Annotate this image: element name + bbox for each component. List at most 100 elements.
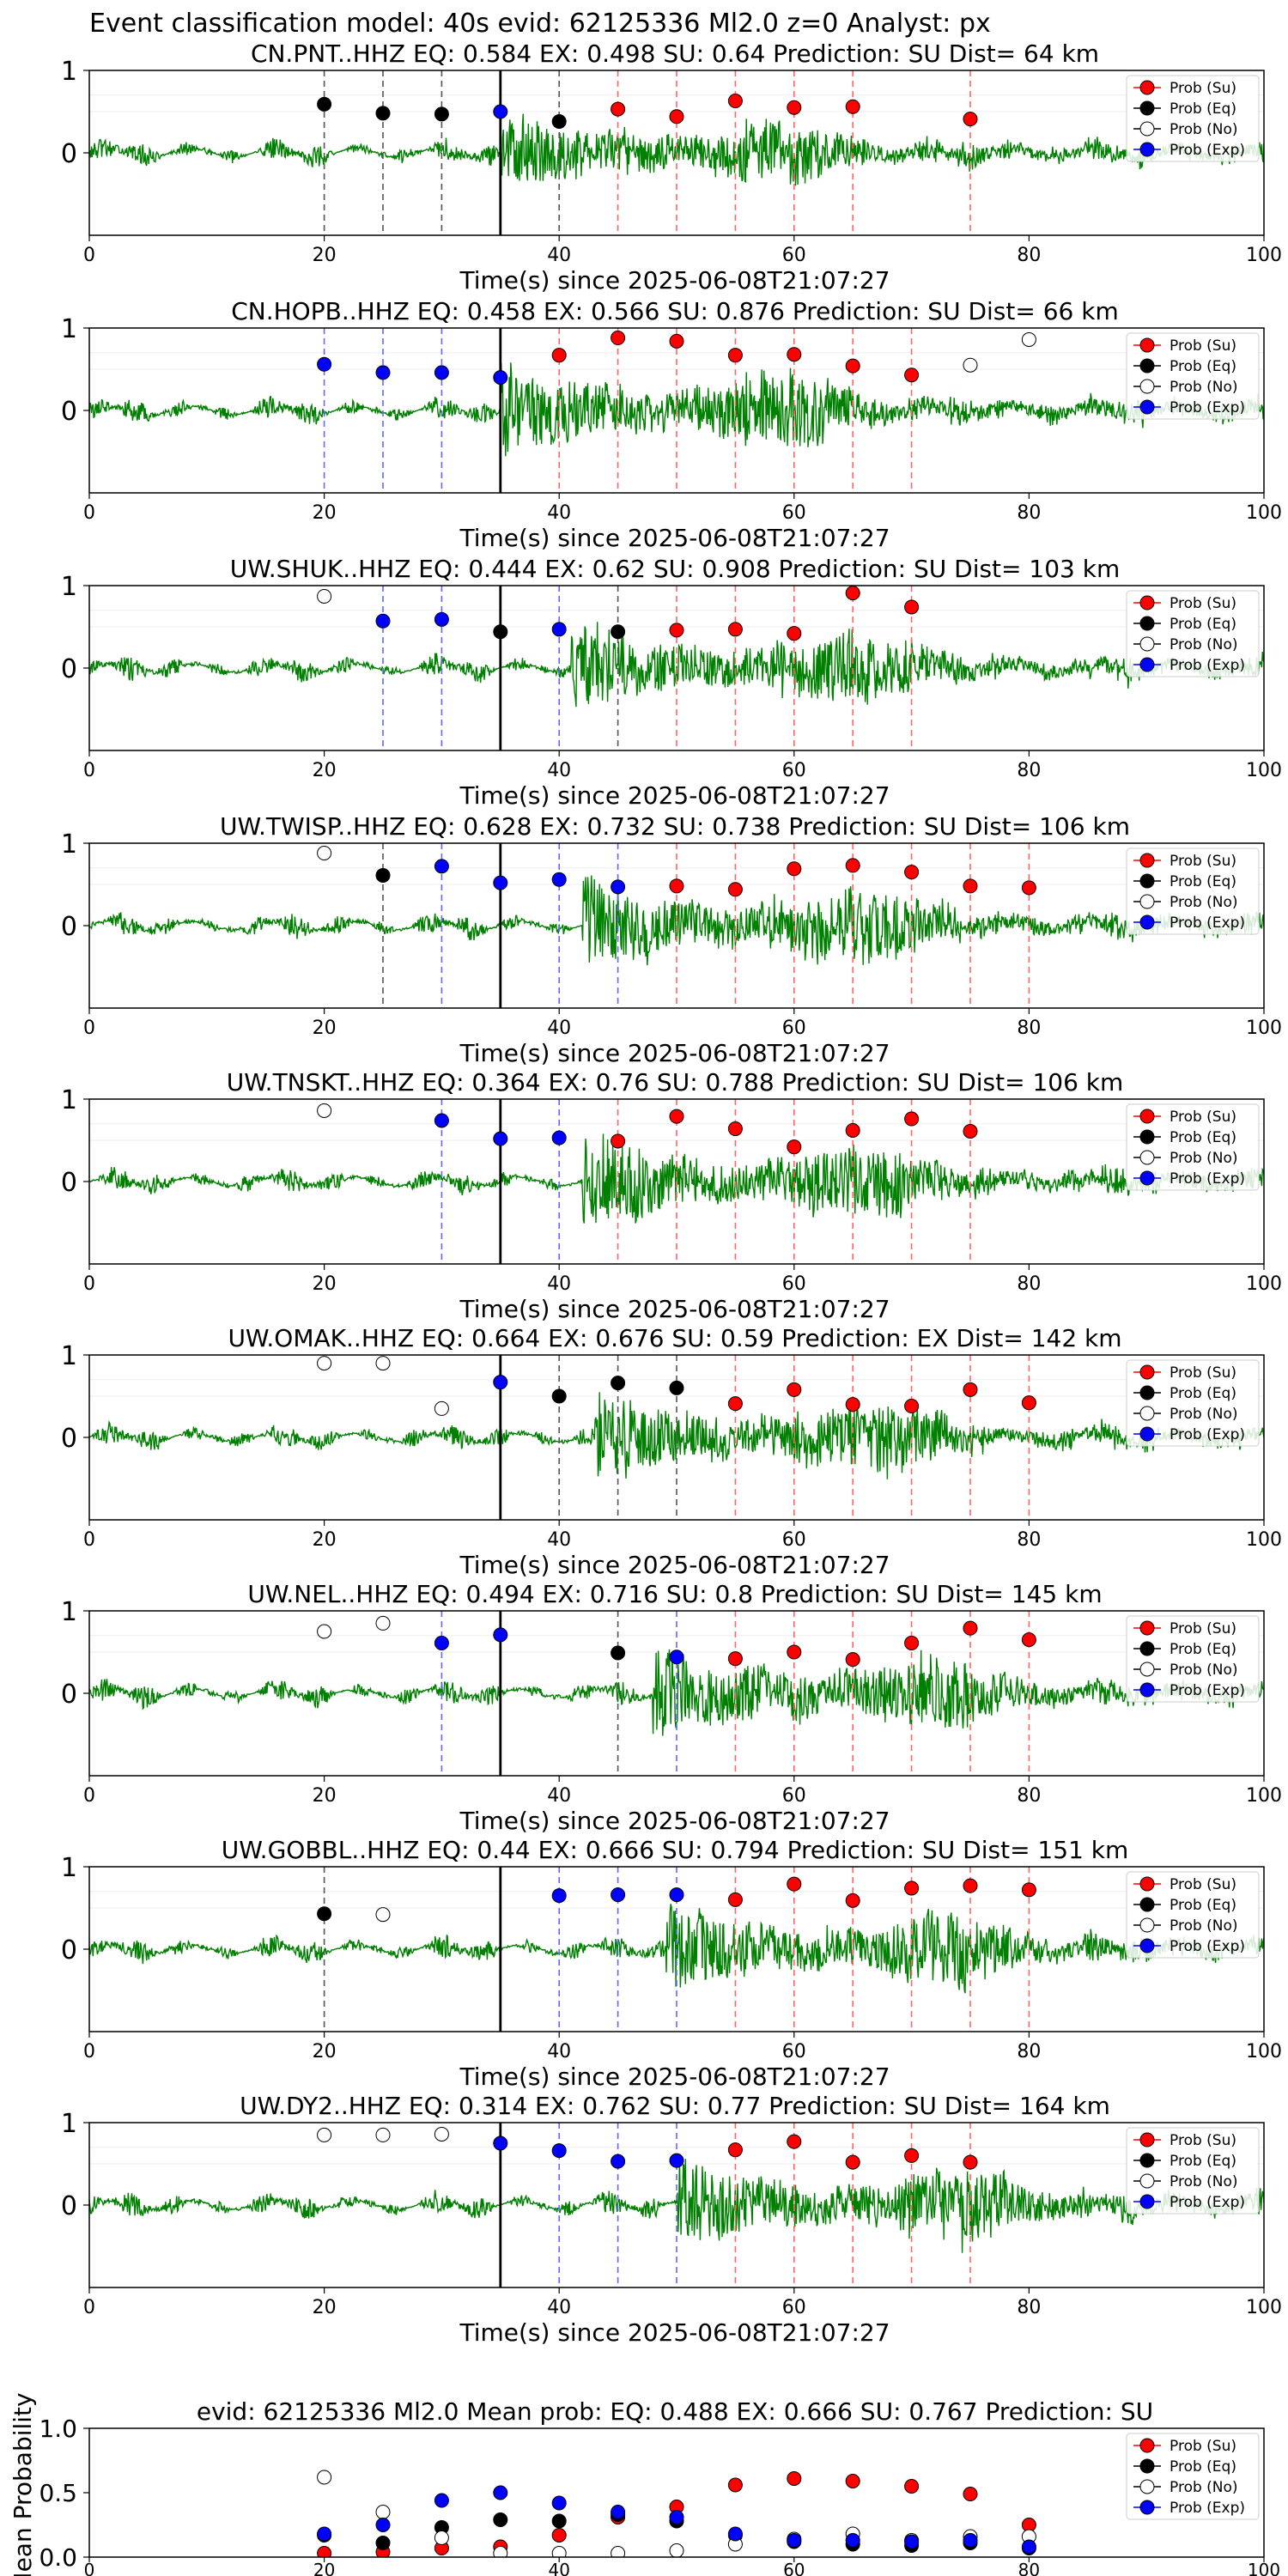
prob-point-exp: [434, 365, 449, 380]
x-tick-label: 80: [1017, 1529, 1041, 1551]
prob-point-su: [669, 109, 684, 125]
x-tick-label: 20: [313, 502, 337, 524]
legend-marker-su: [1139, 337, 1155, 353]
x-tick-label: 40: [547, 1018, 571, 1039]
y-tick-label: 0.0: [39, 2543, 77, 2572]
panel-title: UW.DY2..HHZ EQ: 0.314 EX: 0.762 SU: 0.77…: [240, 2092, 1110, 2120]
prob-point-su: [727, 1121, 743, 1137]
y-tick-label: 0.5: [39, 2479, 77, 2507]
prob-point-no: [317, 1103, 332, 1118]
legend-label-no: Prob (No): [1170, 2173, 1238, 2190]
prob-point-no: [317, 1356, 332, 1371]
legend-label-exp: Prob (Exp): [1170, 1938, 1245, 1955]
prob-point-eq: [317, 1906, 332, 1922]
y-tick-label: 1: [61, 2109, 77, 2139]
mean-point-exp: [787, 2533, 802, 2548]
panel-1: CN.PNT..HHZ EQ: 0.584 EX: 0.498 SU: 0.64…: [61, 39, 1282, 295]
x-tick-label: 60: [782, 1018, 806, 1039]
legend-label-exp: Prob (Exp): [1170, 914, 1245, 932]
panel-title: UW.GOBBL..HHZ EQ: 0.44 EX: 0.666 SU: 0.7…: [222, 1836, 1129, 1864]
prob-point-su: [1021, 1632, 1036, 1648]
prob-point-su: [787, 347, 802, 362]
prob-point-exp: [434, 1635, 449, 1650]
y-axis-label: Mean Probability: [9, 2392, 37, 2576]
legend-label-no: Prob (No): [1170, 1662, 1238, 1679]
prob-point-eq: [375, 867, 391, 883]
prob-point-exp: [551, 1888, 567, 1904]
prob-point-su: [845, 1122, 860, 1138]
legend-marker-exp: [1139, 1938, 1155, 1953]
x-tick-label: 80: [1017, 2041, 1041, 2063]
x-tick-label: 20: [313, 1273, 337, 1295]
prob-point-su: [727, 1892, 743, 1907]
prob-point-su: [904, 599, 920, 615]
legend-label-su: Prob (Su): [1170, 1109, 1236, 1126]
legend-label-eq: Prob (Eq): [1170, 1129, 1236, 1146]
prob-point-su: [727, 1396, 743, 1412]
legend-label-eq: Prob (Eq): [1170, 873, 1236, 890]
prob-point-su: [787, 1644, 802, 1660]
waveform: [89, 1133, 1264, 1224]
mean-point-su: [727, 2477, 743, 2493]
prob-point-exp: [493, 370, 508, 386]
legend-marker-no: [1139, 2173, 1155, 2189]
legend-label-su: Prob (Su): [1170, 1364, 1236, 1382]
legend-label-exp: Prob (Exp): [1170, 142, 1245, 159]
legend-box: [1126, 1103, 1260, 1191]
panel-6: UW.OMAK..HHZ EQ: 0.664 EX: 0.676 SU: 0.5…: [61, 1324, 1282, 1579]
x-tick-label: 100: [1248, 2560, 1280, 2576]
mean-point-exp: [434, 2493, 449, 2508]
x-axis-label: Time(s) since 2025-06-08T21:07:27: [459, 266, 890, 295]
legend-label-su: Prob (Su): [1170, 595, 1236, 612]
legend-label-exp: Prob (Exp): [1170, 399, 1245, 416]
x-tick-label: 80: [1017, 245, 1041, 266]
x-tick-label: 0: [84, 2560, 95, 2576]
y-tick-label: 0: [61, 654, 77, 684]
y-tick-label: 1: [61, 314, 77, 344]
prob-point-no: [434, 1400, 449, 1416]
prob-point-exp: [493, 1375, 508, 1390]
legend-marker-su: [1139, 80, 1155, 95]
prob-point-su: [845, 99, 860, 114]
x-tick-label: 60: [782, 760, 806, 781]
x-tick-label: 60: [782, 2297, 806, 2318]
prob-point-eq: [375, 106, 391, 121]
prob-point-su: [787, 2134, 802, 2149]
x-tick-label: 0: [83, 1529, 95, 1551]
legend-label-su: Prob (Su): [1170, 1876, 1236, 1893]
prob-point-su: [1021, 1395, 1036, 1411]
legend-label-exp: Prob (Exp): [1170, 1426, 1245, 1443]
legend-marker-exp: [1139, 1682, 1155, 1698]
waveform: [89, 362, 1264, 457]
x-tick-label: 100: [1246, 1018, 1282, 1039]
x-tick-label: 80: [1017, 2297, 1041, 2318]
legend-marker-su: [1139, 853, 1155, 868]
prob-point-su: [845, 586, 860, 601]
mean-point-su: [904, 2479, 920, 2494]
prob-point-su: [727, 882, 743, 897]
prob-point-eq: [611, 624, 626, 640]
legend-label-exp: Prob (Exp): [1170, 657, 1245, 674]
prob-point-su: [904, 1635, 920, 1650]
prob-point-eq: [493, 624, 508, 640]
prob-point-exp: [317, 356, 332, 372]
prob-point-no: [375, 1356, 391, 1371]
mean-point-su: [963, 2487, 978, 2501]
mean-point-exp: [611, 2505, 626, 2519]
mean-point-exp: [317, 2526, 332, 2542]
legend-marker-su: [1139, 1876, 1155, 1892]
prob-point-exp: [434, 611, 449, 627]
prob-point-exp: [611, 1887, 626, 1903]
legend-box: [1126, 2127, 1260, 2215]
legend-label-no: Prob (No): [1170, 894, 1238, 911]
legend-label-eq: Prob (Eq): [1170, 2458, 1236, 2476]
x-axis-label: Time(s) since 2025-06-08T21:07:27: [459, 1807, 890, 1835]
prob-point-exp: [611, 2154, 626, 2169]
mean-point-exp: [845, 2533, 860, 2548]
waveform: [89, 1904, 1264, 1994]
legend-marker-exp: [1139, 2500, 1155, 2515]
legend-label-no: Prob (No): [1170, 2479, 1238, 2496]
mean-point-no: [375, 2505, 391, 2519]
prob-point-eq: [551, 114, 567, 130]
prob-point-su: [787, 861, 802, 877]
